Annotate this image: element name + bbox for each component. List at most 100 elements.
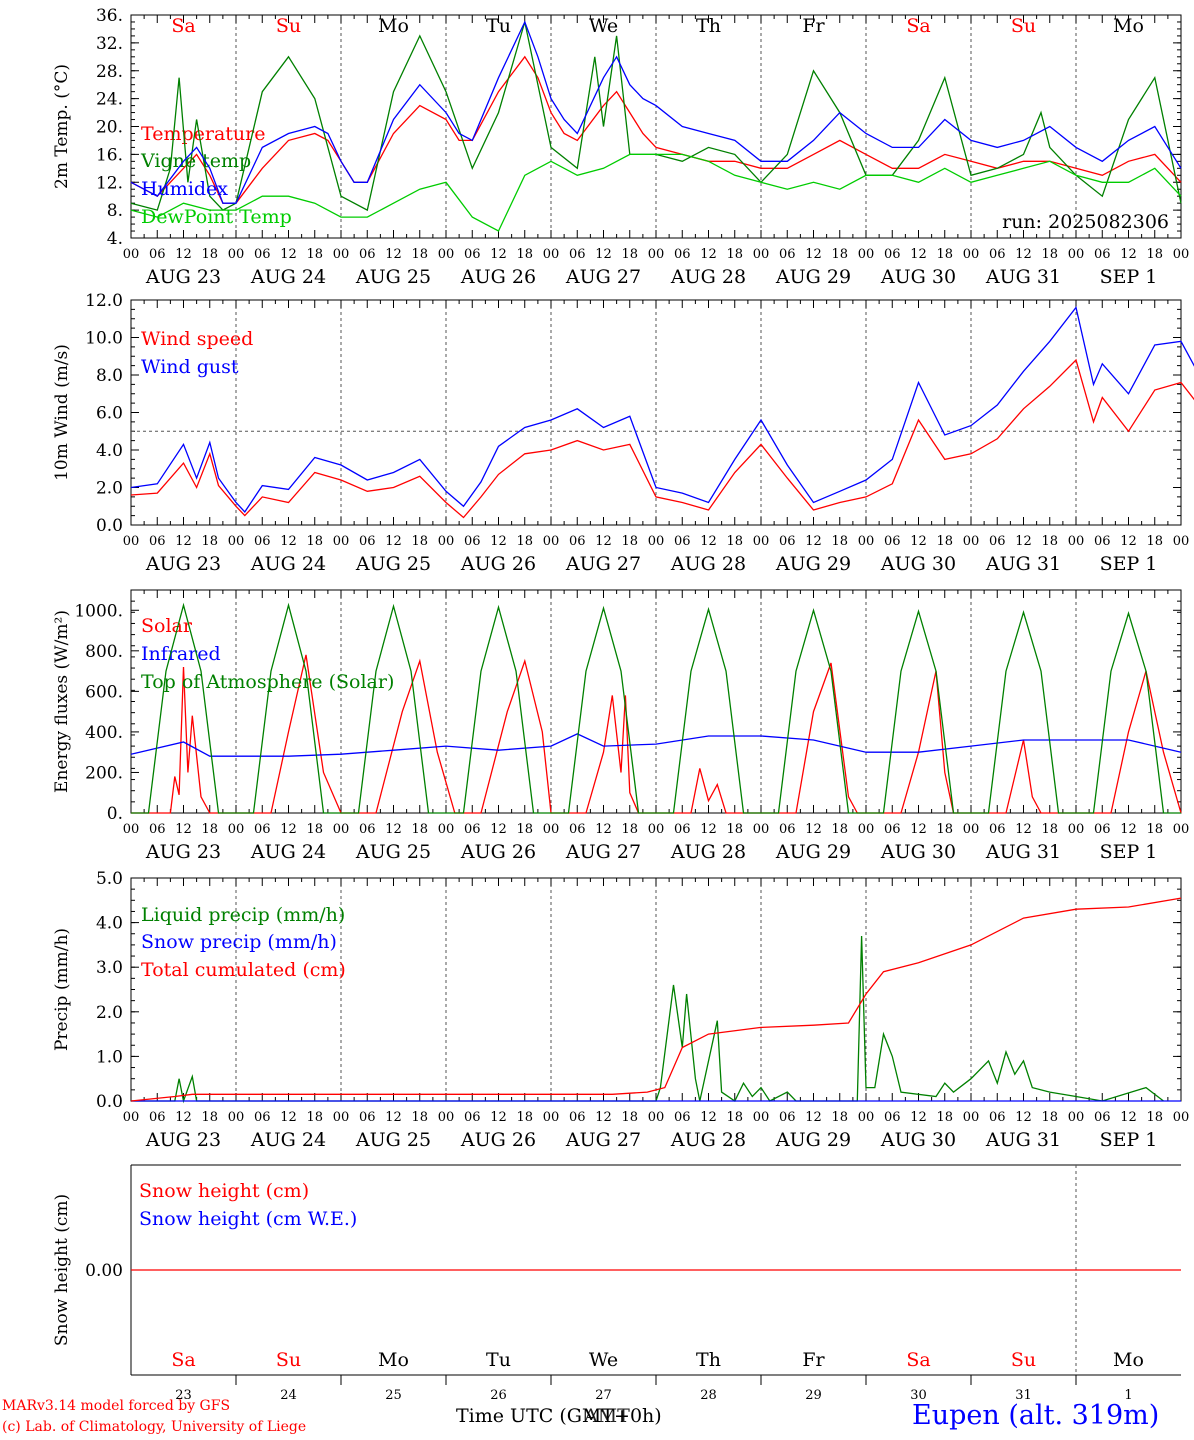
precip-date-label: AUG 28: [670, 1129, 746, 1151]
temperature-hour-label: 18: [411, 247, 428, 262]
precip-hour-label: 06: [779, 1110, 796, 1125]
temperature-hour-label: 18: [516, 247, 533, 262]
precip-legend-2: Total cumulated (cm): [141, 959, 346, 981]
temperature-y-axis-title: 2m Temp. (°C): [52, 64, 72, 189]
wind-ytick-label: 6.0: [96, 404, 123, 424]
temperature-legend-0: Temperature: [141, 123, 265, 145]
wind-hour-label: 18: [936, 534, 953, 549]
precip-hour-label: 00: [1173, 1110, 1190, 1125]
model-credit: MARv3.14 model forced by GFS: [2, 1398, 231, 1414]
wind-ytick-label: 10.0: [85, 329, 123, 349]
energy-date-label: AUG 31: [985, 841, 1061, 863]
bottom-day-number: 28: [700, 1388, 717, 1403]
precip-hour-label: 06: [149, 1110, 166, 1125]
precip-date-label: AUG 23: [145, 1129, 221, 1151]
copyright-credit: (c) Lab. of Climatology, University of L…: [2, 1419, 307, 1435]
precip-ytick-label: 0.0: [96, 1092, 123, 1112]
energy-hour-label: 18: [726, 822, 743, 837]
temperature-hour-label: 06: [779, 247, 796, 262]
wind-hour-label: 12: [1120, 534, 1137, 549]
temperature-hour-label: 18: [831, 247, 848, 262]
bottom-day-label: Fr: [802, 1349, 825, 1371]
station-name: Eupen (alt. 319m): [912, 1400, 1160, 1431]
x-axis-title: Time UTC (GMT+0h): [456, 1405, 662, 1427]
wind-ytick-label: 12.0: [85, 291, 123, 311]
temperature-date-label: AUG 27: [565, 266, 641, 288]
temperature-hour-label: 12: [1120, 247, 1137, 262]
precip-hour-label: 06: [254, 1110, 271, 1125]
temperature-hour-label: 12: [910, 247, 927, 262]
temperature-hour-label: 18: [1146, 247, 1163, 262]
bottom-day-label: Mo: [1113, 1349, 1144, 1371]
wind-hour-label: 00: [753, 534, 770, 549]
wind-panel-frame: [130, 299, 1182, 526]
wind-hour-label: 06: [464, 534, 481, 549]
temperature-hour-label: 12: [805, 247, 822, 262]
wind-hour-label: 12: [280, 534, 297, 549]
precip-hour-label: 00: [753, 1110, 770, 1125]
wind-series-wind-speed: [130, 358, 1194, 519]
precip-date-label: AUG 26: [460, 1129, 536, 1151]
wind-hour-label: 00: [543, 534, 560, 549]
energy-date-label: AUG 29: [775, 841, 851, 863]
wind-date-label: AUG 24: [250, 553, 326, 575]
wind-date-label: AUG 27: [565, 553, 641, 575]
bottom-day-label: We: [589, 1349, 618, 1371]
bottom-day-label: Tu: [486, 1349, 511, 1371]
x-axis-title-overlay: AMT: [584, 1405, 630, 1427]
temperature-ytick-label: 20.: [96, 118, 123, 138]
precip-hour-label: 06: [569, 1110, 586, 1125]
energy-hour-label: 18: [1146, 822, 1163, 837]
temperature-hour-label: 12: [700, 247, 717, 262]
temperature-hour-label: 00: [858, 247, 875, 262]
precip-hour-label: 06: [1094, 1110, 1111, 1125]
energy-hour-label: 06: [884, 822, 901, 837]
precip-hour-label: 18: [1146, 1110, 1163, 1125]
wind-ytick-label: 8.0: [96, 366, 123, 386]
wind-legend-0: Wind speed: [141, 328, 253, 350]
energy-hour-label: 00: [648, 822, 665, 837]
wind-hour-label: 18: [1041, 534, 1058, 549]
wind-hour-label: 18: [411, 534, 428, 549]
energy-hour-label: 06: [569, 822, 586, 837]
temperature-series-vigne-temp: [130, 21, 1182, 212]
energy-legend-1: Infrared: [141, 643, 221, 665]
bottom-day-label: Mo: [378, 1349, 409, 1371]
energy-hour-label: 18: [831, 822, 848, 837]
wind-hour-label: 12: [700, 534, 717, 549]
wind-hour-label: 12: [490, 534, 507, 549]
temperature-hour-label: 06: [884, 247, 901, 262]
energy-hour-label: 18: [201, 822, 218, 837]
wind-hour-label: 06: [674, 534, 691, 549]
energy-hour-label: 12: [1015, 822, 1032, 837]
wind-hour-label: 06: [569, 534, 586, 549]
wind-hour-label: 06: [1094, 534, 1111, 549]
energy-hour-label: 12: [910, 822, 927, 837]
energy-ytick-label: 200.: [85, 763, 123, 783]
temperature-date-label: AUG 24: [250, 266, 326, 288]
energy-ytick-label: 1000.: [74, 601, 123, 621]
temperature-series-dewpoint-temp: [130, 153, 1182, 232]
precip-date-label: AUG 29: [775, 1129, 851, 1151]
energy-hour-label: 06: [464, 822, 481, 837]
energy-hour-label: 00: [1068, 822, 1085, 837]
wind-hour-label: 00: [858, 534, 875, 549]
wind-legend-1: Wind gust: [141, 356, 239, 378]
wind-date-label: AUG 31: [985, 553, 1061, 575]
temperature-date-label: AUG 26: [460, 266, 536, 288]
temperature-date-label: AUG 30: [880, 266, 956, 288]
energy-panel-frame: [130, 589, 1182, 814]
bottom-day-number: 23: [175, 1388, 192, 1403]
wind-hour-label: 06: [149, 534, 166, 549]
wind-hour-label: 18: [306, 534, 323, 549]
wind-hour-label: 12: [1015, 534, 1032, 549]
precip-date-label: AUG 25: [355, 1129, 431, 1151]
temperature-ytick-label: 12.: [96, 173, 123, 193]
temperature-date-label: SEP 1: [1100, 266, 1158, 288]
temperature-hour-label: 06: [1094, 247, 1111, 262]
run-label: run: 2025082306: [1002, 211, 1169, 233]
temperature-date-label: AUG 25: [355, 266, 431, 288]
temperature-hour-label: 12: [1015, 247, 1032, 262]
energy-hour-label: 18: [411, 822, 428, 837]
